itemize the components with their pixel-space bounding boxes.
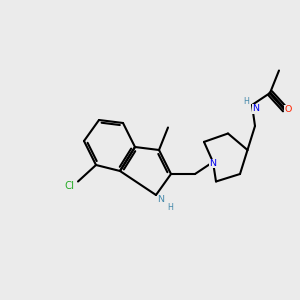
Text: O: O <box>284 105 292 114</box>
Text: N: N <box>157 195 164 204</box>
Text: H: H <box>244 97 250 106</box>
Text: N: N <box>252 104 259 113</box>
Text: Cl: Cl <box>64 181 74 191</box>
Text: N: N <box>209 159 217 168</box>
Text: H: H <box>167 203 173 212</box>
